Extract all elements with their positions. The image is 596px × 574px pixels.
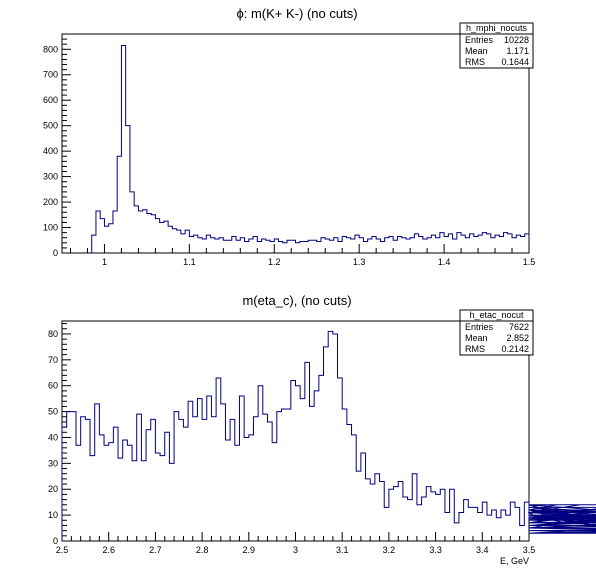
etac-mass-stats-mean-value: 2.852 [506, 333, 529, 343]
x-tick-label: 1.5 [523, 257, 536, 267]
x-tick-label: 1.2 [268, 257, 281, 267]
y-tick-label: 0 [53, 536, 58, 546]
phi-mass-stats-rms-value: 0.1644 [501, 57, 529, 67]
y-tick-label: 60 [48, 381, 58, 391]
phi-mass-stats-entries-value: 10228 [504, 35, 529, 45]
y-tick-label: 700 [43, 70, 58, 80]
phi-mass-stats-box: h_mphi_nocuts Entries 10228 Mean 1.171 R… [459, 22, 534, 69]
x-tick-label: 2.5 [56, 545, 69, 555]
phi-mass-stats-name: h_mphi_nocuts [466, 23, 528, 33]
y-tick-label: 50 [48, 407, 58, 417]
x-tick-label: 3 [293, 545, 298, 555]
etac-mass-stats-entries-label: Entries [465, 322, 494, 332]
x-tick-label: 1.1 [183, 257, 196, 267]
etac-mass-stats-box: h_etac_nocut Entries 7622 Mean 2.852 RMS… [459, 309, 534, 356]
etac-mass-stats-rms-label: RMS [465, 344, 485, 354]
x-tick-label: 1.3 [353, 257, 366, 267]
x-tick-label: 3.3 [429, 545, 442, 555]
x-tick-label: 2.7 [149, 545, 162, 555]
etac-mass-histogram [61, 330, 596, 541]
etac-mass-stats-rms-value: 0.2142 [501, 344, 529, 354]
etac-mass-title: m(eta_c), (no cuts) [242, 293, 351, 308]
etac-mass-x-axis: 2.5 2.6 2.7 2.8 2.9 3 3.1 3.2 3.3 3.4 3.5 [56, 532, 536, 555]
x-tick-label: 2.9 [243, 545, 256, 555]
phi-mass-stats-frame [459, 22, 534, 69]
x-tick-label: 2.6 [102, 545, 115, 555]
etac-mass-stats-name: h_etac_nocut [469, 310, 524, 320]
etac-mass-y-axis: 0 10 20 30 40 50 60 70 80 [48, 323, 71, 546]
y-tick-label: 400 [43, 146, 58, 156]
etac-mass-stats-entries-value: 7622 [509, 322, 529, 332]
x-tick-label: 2.8 [196, 545, 209, 555]
phi-mass-frame [61, 33, 530, 254]
x-tick-label: 3.5 [523, 545, 536, 555]
x-tick-label: 1.4 [438, 257, 451, 267]
x-tick-label: 1 [102, 257, 107, 267]
x-tick-label: 3.1 [336, 545, 349, 555]
y-tick-label: 500 [43, 121, 58, 131]
y-tick-label: 30 [48, 458, 58, 468]
y-tick-label: 80 [48, 329, 58, 339]
etac-mass-panel: m(eta_c), (no cuts) 0 10 20 30 40 50 60 70 80 2.… [48, 293, 596, 566]
y-tick-label: 70 [48, 355, 58, 365]
etac-mass-stats-frame [459, 309, 534, 356]
y-tick-label: 0 [53, 248, 58, 258]
y-tick-label: 10 [48, 510, 58, 520]
phi-mass-title: ϕ: m(K+ K-) (no cuts) [236, 6, 357, 21]
y-tick-label: 600 [43, 95, 58, 105]
y-tick-label: 200 [43, 197, 58, 207]
phi-mass-stats-mean-label: Mean [465, 46, 488, 56]
phi-mass-y-axis: 0 100 200 300 400 500 600 700 800 [43, 38, 71, 258]
etac-mass-x-label: E, GeV [500, 556, 529, 566]
y-tick-label: 40 [48, 432, 58, 442]
phi-mass-stats-rms-label: RMS [465, 57, 485, 67]
y-tick-label: 300 [43, 172, 58, 182]
phi-mass-panel: ϕ: m(K+ K-) (no cuts) 0 100 200 300 400 500 60… [43, 6, 535, 267]
etac-mass-stats-mean-label: Mean [465, 333, 488, 343]
phi-mass-stats-mean-value: 1.171 [506, 46, 529, 56]
phi-mass-stats-entries-label: Entries [465, 35, 494, 45]
phi-mass-histogram [91, 44, 530, 253]
x-tick-label: 3.4 [476, 545, 489, 555]
phi-mass-x-axis: 1 1.1 1.2 1.3 1.4 1.5 [69, 244, 536, 267]
y-tick-label: 20 [48, 484, 58, 494]
y-tick-label: 800 [43, 44, 58, 54]
y-tick-label: 100 [43, 223, 58, 233]
x-tick-label: 3.2 [383, 545, 396, 555]
